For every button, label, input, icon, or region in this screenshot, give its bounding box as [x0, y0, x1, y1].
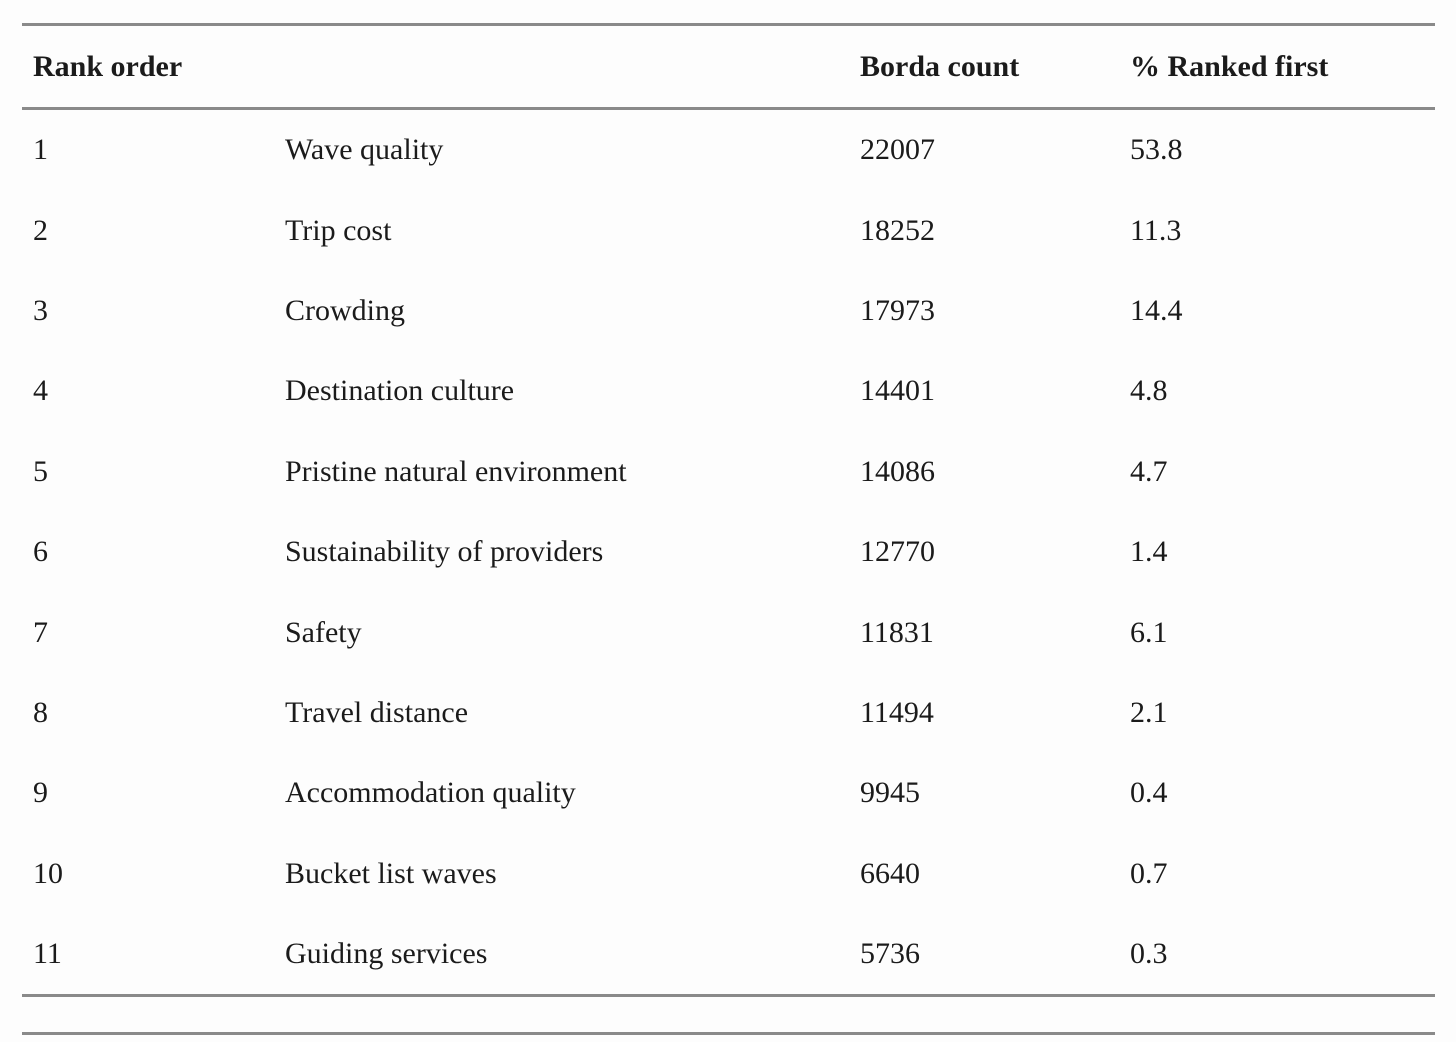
cell-rank: 1 — [33, 133, 48, 167]
cell-rank: 8 — [33, 695, 48, 729]
cell-borda-count: 22007 — [860, 133, 935, 167]
table-body: 1 Wave quality 22007 53.8 2 Trip cost 18… — [22, 110, 1435, 994]
cell-attribute: Trip cost — [285, 213, 392, 247]
cell-pct-ranked-first: 53.8 — [1130, 133, 1183, 167]
cell-borda-count: 5736 — [860, 937, 920, 971]
table-footer-gap — [22, 997, 1435, 1032]
table-header-row: Rank order Borda count % Ranked first — [22, 26, 1435, 107]
cell-borda-count: 17973 — [860, 293, 935, 327]
table-header-rule — [22, 107, 1435, 110]
table-row: 4 Destination culture 14401 4.8 — [22, 351, 1435, 431]
cell-attribute: Travel distance — [285, 695, 469, 729]
cell-pct-ranked-first: 14.4 — [1130, 293, 1183, 327]
cell-rank: 11 — [33, 937, 62, 971]
cell-pct-ranked-first: 11.3 — [1130, 213, 1182, 247]
cell-attribute: Sustainability of providers — [285, 535, 604, 569]
cell-pct-ranked-first: 0.4 — [1130, 776, 1168, 810]
cell-attribute: Guiding services — [285, 937, 488, 971]
cell-rank: 2 — [33, 213, 48, 247]
cell-pct-ranked-first: 0.7 — [1130, 856, 1168, 890]
table-row: 3 Crowding 17973 14.4 — [22, 271, 1435, 351]
table-bottom-rule — [22, 994, 1435, 998]
cell-pct-ranked-first: 2.1 — [1130, 695, 1168, 729]
table-footer-rule — [22, 1032, 1435, 1036]
ranking-table: Rank order Borda count % Ranked first 1 … — [22, 23, 1435, 1036]
cell-borda-count: 14086 — [860, 454, 935, 488]
cell-attribute: Accommodation quality — [285, 776, 576, 810]
cell-borda-count: 14401 — [860, 374, 935, 408]
cell-rank: 10 — [33, 856, 63, 890]
cell-attribute: Destination culture — [285, 374, 515, 408]
cell-rank: 6 — [33, 535, 48, 569]
table-row: 5 Pristine natural environment 14086 4.7 — [22, 432, 1435, 512]
cell-attribute: Safety — [285, 615, 362, 649]
cell-rank: 5 — [33, 454, 48, 488]
cell-pct-ranked-first: 4.7 — [1130, 454, 1168, 488]
header-pct-ranked-first: % Ranked first — [1130, 49, 1329, 83]
cell-attribute: Pristine natural environment — [285, 454, 627, 488]
table-row: 6 Sustainability of providers 12770 1.4 — [22, 512, 1435, 592]
cell-rank: 3 — [33, 293, 48, 327]
table-row: 7 Safety 11831 6.1 — [22, 592, 1435, 672]
table-row: 9 Accommodation quality 9945 0.4 — [22, 753, 1435, 833]
table-row: 10 Bucket list waves 6640 0.7 — [22, 834, 1435, 914]
cell-borda-count: 18252 — [860, 213, 935, 247]
cell-pct-ranked-first: 1.4 — [1130, 535, 1168, 569]
table-row: 2 Trip cost 18252 11.3 — [22, 190, 1435, 270]
cell-pct-ranked-first: 4.8 — [1130, 374, 1168, 408]
header-borda-count: Borda count — [860, 49, 1020, 83]
cell-borda-count: 6640 — [860, 856, 920, 890]
table-row: 11 Guiding services 5736 0.3 — [22, 914, 1435, 994]
cell-borda-count: 12770 — [860, 535, 935, 569]
cell-rank: 4 — [33, 374, 48, 408]
cell-borda-count: 11831 — [860, 615, 934, 649]
cell-pct-ranked-first: 0.3 — [1130, 937, 1168, 971]
table-top-rule — [22, 23, 1435, 26]
table-row: 1 Wave quality 22007 53.8 — [22, 110, 1435, 190]
cell-attribute: Bucket list waves — [285, 856, 497, 890]
cell-borda-count: 11494 — [860, 695, 934, 729]
cell-borda-count: 9945 — [860, 776, 920, 810]
cell-attribute: Wave quality — [285, 133, 444, 167]
header-rank-order: Rank order — [33, 49, 183, 83]
cell-pct-ranked-first: 6.1 — [1130, 615, 1168, 649]
table-row: 8 Travel distance 11494 2.1 — [22, 673, 1435, 753]
cell-attribute: Crowding — [285, 293, 405, 327]
cell-rank: 7 — [33, 615, 48, 649]
cell-rank: 9 — [33, 776, 48, 810]
